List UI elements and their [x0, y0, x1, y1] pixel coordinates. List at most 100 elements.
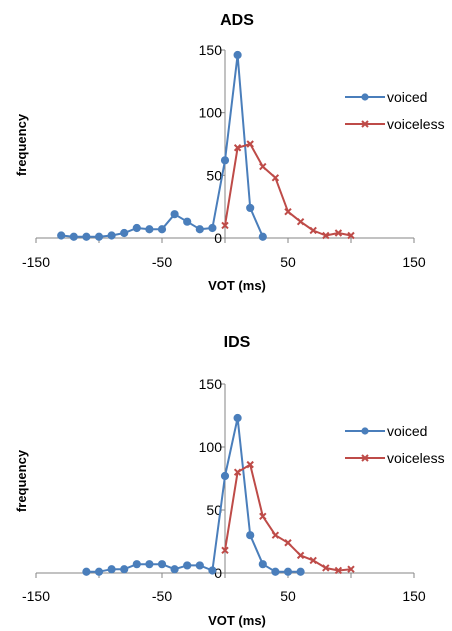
data-point-stroke [334, 566, 343, 575]
data-point [221, 221, 229, 230]
data-point-stroke [334, 229, 343, 237]
chart-title: IDS [224, 334, 251, 351]
data-point [347, 565, 355, 573]
plot-series [82, 413, 355, 576]
data-point [170, 210, 179, 219]
chart-title: ADS [220, 12, 254, 29]
plot-series [57, 50, 355, 241]
x-tick-label: -50 [152, 254, 172, 270]
data-point [258, 232, 267, 241]
legend-label-voiced: voiced [387, 423, 427, 439]
data-point [157, 225, 167, 234]
x-tick-label: 50 [280, 254, 296, 270]
data-point-stroke [221, 546, 229, 555]
data-point-stroke [284, 539, 292, 547]
chart-ads: ADS VOT (ms) frequency 0 50 100 150 -150 -50 5… [14, 12, 445, 293]
series-line-voiced [86, 417, 301, 573]
y-axis-title: frequency [14, 449, 29, 512]
data-point [271, 567, 280, 576]
data-point [296, 217, 305, 226]
data-point [246, 460, 254, 469]
data-point [271, 531, 280, 539]
legend-label-voiceless: voiceless [387, 450, 445, 466]
data-point [157, 560, 167, 569]
data-point [296, 551, 305, 560]
y-tick-label: 150 [199, 376, 223, 392]
legend-marker-stroke [361, 120, 369, 128]
data-point [309, 226, 317, 235]
y-tick-label: 0 [214, 565, 222, 581]
y-tick-label: 100 [199, 105, 223, 121]
data-point [246, 203, 255, 213]
data-point [120, 228, 129, 238]
legend-marker-voiceless [361, 120, 369, 128]
x-tick-label: -50 [152, 588, 172, 604]
x-tick-label: 150 [402, 588, 426, 604]
data-point [246, 531, 255, 540]
x-tick-label: 150 [402, 254, 426, 270]
data-point [334, 566, 343, 575]
data-point [208, 566, 217, 575]
data-point-stroke [259, 162, 267, 171]
data-point [259, 512, 267, 521]
data-point [208, 223, 217, 233]
y-tick-label: 50 [206, 502, 222, 518]
data-point [309, 556, 317, 565]
legend-label-voiceless: voiceless [387, 116, 445, 132]
legend: voiced voiceless [345, 423, 445, 466]
legend-marker-stroke [361, 454, 369, 462]
data-point [195, 561, 204, 570]
x-tick-label: -150 [22, 254, 50, 270]
data-point [284, 207, 292, 216]
y-tick-label: 150 [199, 42, 223, 58]
data-point-stroke [347, 231, 355, 240]
data-point [259, 162, 267, 171]
data-point-stroke [309, 226, 317, 235]
data-point [271, 174, 280, 182]
data-point-stroke [309, 556, 317, 565]
data-point [296, 567, 305, 576]
data-point-stroke [259, 512, 267, 521]
data-point [233, 413, 242, 423]
x-axis-title: VOT (ms) [208, 613, 266, 628]
data-point [284, 539, 292, 547]
data-point [233, 50, 242, 60]
x-tick-label: 50 [280, 588, 296, 604]
data-point-stroke [296, 217, 305, 226]
data-point [233, 144, 242, 152]
data-point [145, 560, 154, 569]
legend-marker-voiceless [361, 454, 369, 462]
data-point [94, 232, 104, 241]
chart-ids: IDS VOT (ms) frequency 0 50 100 150 -150 -50 5… [14, 334, 445, 628]
data-point-stroke [246, 140, 254, 148]
legend-marker-voiced [361, 427, 369, 435]
data-point [334, 229, 343, 237]
data-point [221, 546, 229, 555]
data-point [82, 232, 91, 241]
data-point [233, 468, 242, 476]
data-point-stroke [284, 207, 292, 216]
legend: voiced voiceless [345, 89, 445, 132]
data-point [195, 225, 204, 234]
data-point [107, 565, 116, 574]
legend-label-voiced: voiced [387, 89, 427, 105]
data-point-stroke [322, 564, 330, 572]
data-point [57, 231, 66, 240]
data-point [183, 561, 192, 570]
y-tick-label: 0 [214, 230, 222, 246]
series-line-voiceless [224, 143, 352, 237]
data-point [94, 567, 104, 576]
y-tick-label: 50 [206, 167, 222, 183]
data-point [220, 471, 230, 481]
data-point-stroke [296, 551, 305, 560]
data-point-stroke [271, 531, 280, 539]
axes [35, 49, 415, 243]
data-point [132, 560, 141, 569]
data-point-stroke [233, 468, 242, 476]
data-point [107, 231, 116, 240]
data-point [258, 560, 267, 569]
data-point [145, 225, 154, 234]
data-point [82, 567, 91, 576]
y-tick-label: 100 [199, 439, 223, 455]
